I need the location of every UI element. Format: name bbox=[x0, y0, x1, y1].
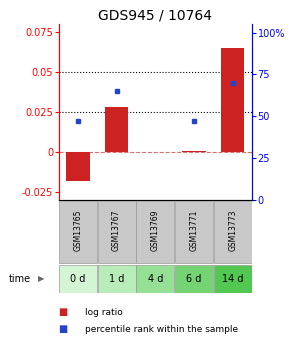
Text: ■: ■ bbox=[59, 325, 68, 334]
Text: GSM13765: GSM13765 bbox=[74, 210, 82, 252]
Bar bbox=[136, 201, 174, 263]
Bar bbox=[214, 201, 252, 263]
Text: ▶: ▶ bbox=[38, 274, 45, 283]
Bar bbox=[98, 265, 136, 293]
Text: GSM13773: GSM13773 bbox=[228, 210, 237, 252]
Title: GDS945 / 10764: GDS945 / 10764 bbox=[98, 9, 212, 23]
Text: percentile rank within the sample: percentile rank within the sample bbox=[85, 325, 238, 334]
Text: time: time bbox=[9, 274, 31, 284]
Bar bbox=[221, 48, 244, 152]
Bar bbox=[175, 201, 213, 263]
Bar bbox=[98, 201, 136, 263]
Text: 0 d: 0 d bbox=[70, 274, 86, 284]
Text: 4 d: 4 d bbox=[148, 274, 163, 284]
Text: GSM13767: GSM13767 bbox=[112, 210, 121, 252]
Text: ■: ■ bbox=[59, 307, 68, 317]
Bar bbox=[214, 265, 252, 293]
Bar bbox=[136, 265, 174, 293]
Text: GSM13771: GSM13771 bbox=[190, 210, 198, 252]
Text: 14 d: 14 d bbox=[222, 274, 243, 284]
Text: log ratio: log ratio bbox=[85, 308, 123, 317]
Bar bbox=[66, 152, 90, 181]
Bar bbox=[59, 201, 97, 263]
Bar bbox=[105, 107, 128, 152]
Bar bbox=[182, 150, 206, 152]
Bar bbox=[59, 265, 97, 293]
Text: GSM13769: GSM13769 bbox=[151, 210, 160, 252]
Bar bbox=[175, 265, 213, 293]
Text: 1 d: 1 d bbox=[109, 274, 124, 284]
Text: 6 d: 6 d bbox=[186, 274, 202, 284]
